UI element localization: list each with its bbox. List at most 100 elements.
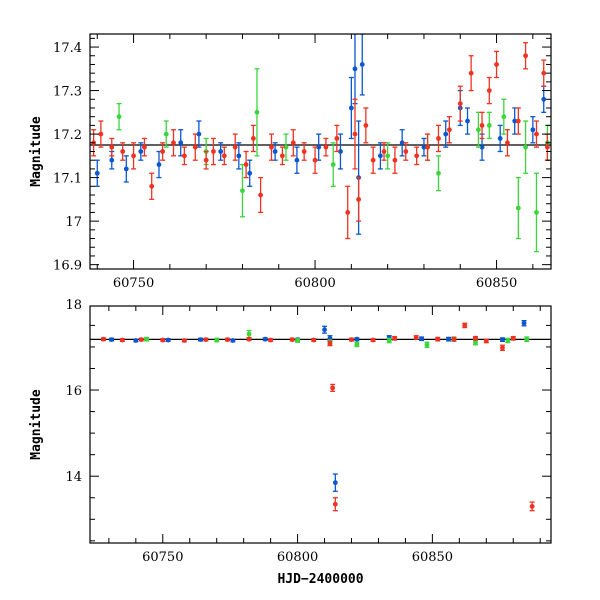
- point-marker: [101, 336, 106, 342]
- data-point: [354, 341, 360, 348]
- data-point: [181, 146, 187, 166]
- data-point: [262, 336, 268, 342]
- point-marker: [515, 118, 521, 124]
- point-marker: [385, 153, 391, 159]
- point-marker: [473, 335, 478, 341]
- data-point: [413, 335, 419, 340]
- x-tick-label: 60850: [476, 276, 517, 291]
- data-point: [446, 116, 452, 144]
- point-marker: [386, 338, 392, 343]
- data-point: [473, 339, 479, 346]
- data-point: [144, 336, 150, 342]
- y-axis-title: Magnitude: [29, 389, 44, 460]
- y-tick-label: 16.9: [53, 259, 82, 274]
- point-marker: [473, 340, 478, 346]
- point-marker: [196, 131, 202, 137]
- point-marker: [109, 337, 114, 343]
- point-marker: [354, 336, 360, 342]
- point-marker: [289, 337, 295, 343]
- data-point: [332, 497, 338, 512]
- data-point: [330, 142, 336, 187]
- data-point: [533, 120, 539, 148]
- point-marker: [494, 62, 499, 67]
- point-marker: [232, 144, 238, 150]
- data-point: [203, 150, 209, 170]
- point-marker: [144, 336, 150, 342]
- point-marker: [334, 136, 340, 141]
- data-point: [246, 336, 252, 342]
- point-marker: [295, 338, 300, 343]
- data-point: [214, 337, 220, 343]
- y-tick-label: 16: [65, 384, 82, 399]
- point-marker: [120, 149, 126, 154]
- data-point: [210, 137, 216, 166]
- point-marker: [211, 149, 216, 154]
- data-point: [198, 337, 204, 343]
- series-green: [116, 68, 550, 253]
- data-point: [170, 129, 176, 157]
- x-tick-label: 60750: [142, 550, 183, 565]
- point-marker: [443, 131, 449, 137]
- point-marker: [283, 144, 289, 150]
- point-marker: [421, 144, 427, 150]
- data-point: [160, 337, 166, 343]
- data-point: [232, 133, 238, 161]
- x-tick-label: 60800: [294, 276, 335, 291]
- data-point: [359, 34, 365, 96]
- data-point: [399, 129, 405, 157]
- point-marker: [109, 157, 115, 163]
- point-marker: [294, 157, 300, 163]
- point-marker: [246, 331, 252, 337]
- data-point: [524, 336, 530, 342]
- point-marker: [171, 140, 176, 146]
- data-point: [322, 325, 328, 334]
- data-point: [311, 337, 317, 343]
- data-point: [258, 176, 264, 214]
- y-tick-label: 17.2: [53, 128, 82, 143]
- point-marker: [225, 337, 230, 343]
- point-marker: [462, 322, 468, 328]
- point-marker: [359, 62, 365, 67]
- point-marker: [476, 127, 481, 133]
- data-point: [236, 142, 242, 170]
- point-marker: [272, 149, 278, 154]
- point-marker: [316, 144, 322, 150]
- x-tick-label: 60850: [412, 550, 453, 565]
- data-point: [120, 142, 126, 161]
- point-marker: [160, 337, 166, 343]
- data-point: [523, 120, 529, 174]
- point-marker: [349, 337, 354, 343]
- point-marker: [505, 338, 511, 343]
- point-marker: [178, 140, 184, 146]
- data-point: [289, 337, 295, 343]
- data-point: [192, 133, 198, 161]
- data-point: [138, 337, 144, 343]
- data-point: [425, 133, 431, 161]
- data-point: [349, 337, 355, 343]
- plot-frame: [89, 305, 552, 544]
- data-point: [116, 102, 122, 131]
- data-point: [529, 501, 535, 512]
- data-point: [294, 146, 300, 174]
- x-axis-title: HJD−2400000: [277, 572, 363, 587]
- point-marker: [541, 96, 547, 102]
- data-point: [499, 337, 505, 343]
- data-point: [468, 55, 474, 92]
- point-marker: [534, 131, 539, 137]
- point-marker: [436, 136, 441, 141]
- data-point: [435, 336, 441, 342]
- point-marker: [262, 336, 268, 342]
- data-point: [421, 137, 427, 157]
- y-tick-label: 17.1: [53, 172, 82, 187]
- data-point: [475, 111, 481, 148]
- data-point: [165, 337, 171, 343]
- panel-bottom: 60750 60800 60850 14 16 18 Magnitude HJD−240000…: [29, 298, 552, 587]
- data-point: [98, 120, 104, 148]
- point-marker: [465, 118, 470, 124]
- data-point: [510, 335, 516, 341]
- point-marker: [192, 144, 198, 150]
- point-marker: [142, 144, 147, 150]
- point-marker: [311, 337, 317, 343]
- point-marker: [221, 153, 227, 159]
- point-marker: [123, 166, 129, 172]
